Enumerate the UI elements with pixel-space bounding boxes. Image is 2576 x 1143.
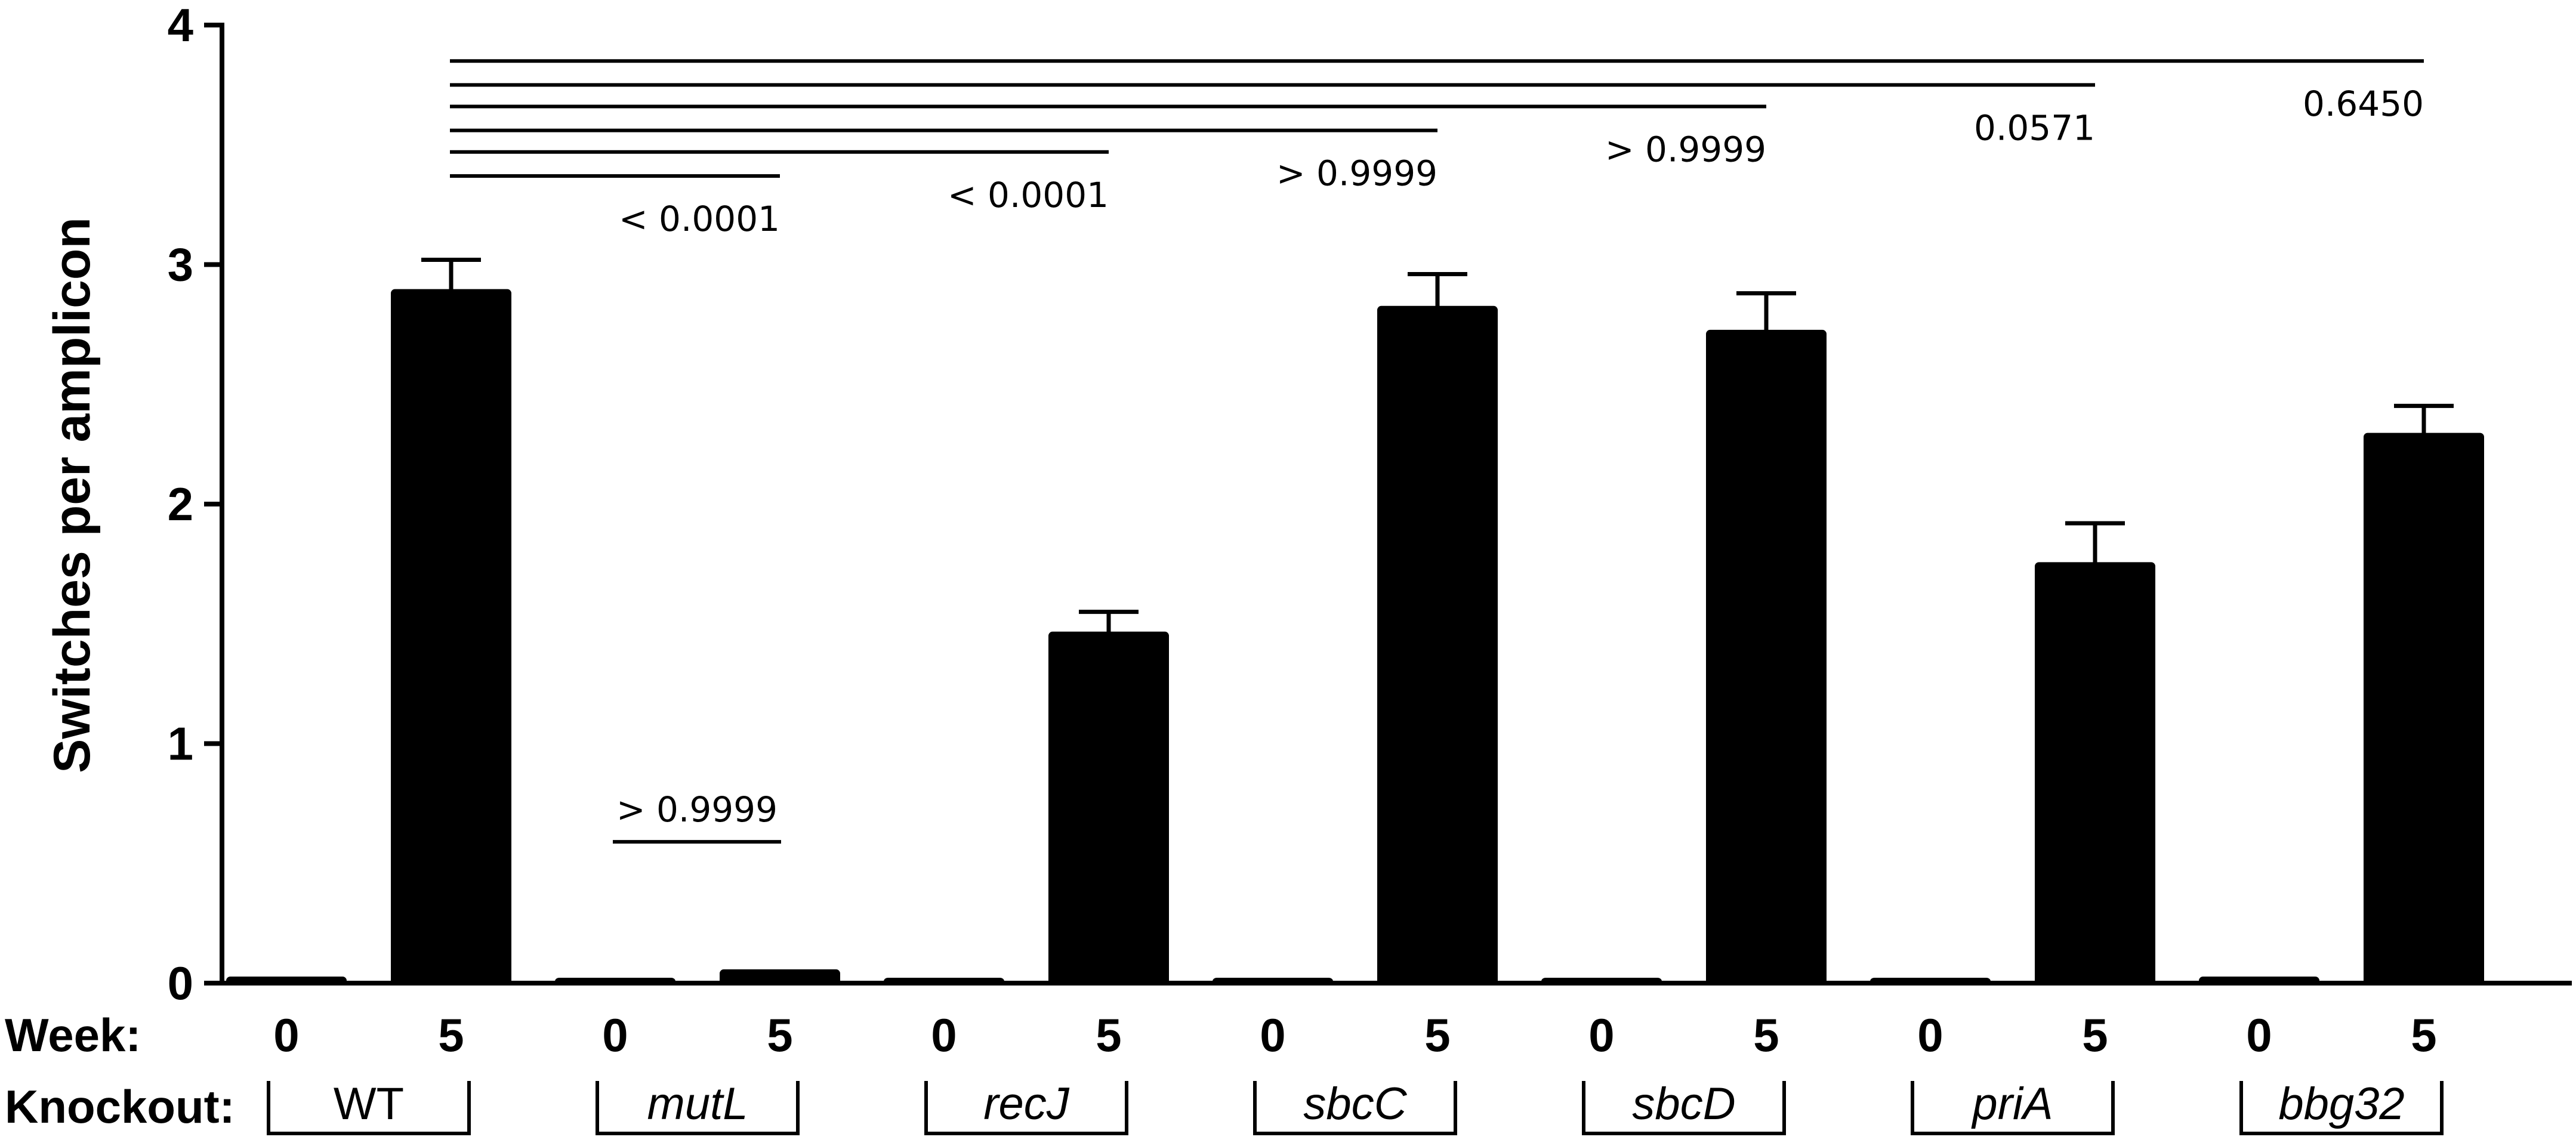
bar [1048, 631, 1169, 986]
knockout-row-label: Knockout: [5, 1080, 235, 1133]
week-tick-label: 5 [2082, 1009, 2108, 1061]
p-value-label: 0.6450 [2303, 84, 2424, 124]
y-tick-label: 2 [168, 478, 193, 530]
y-tick-label: 4 [168, 0, 193, 51]
group-bracket [1582, 1081, 1786, 1135]
bar [2364, 433, 2484, 985]
knockout-label: WT [334, 1079, 404, 1129]
week-row-label: Week: [5, 1009, 141, 1061]
knockout-label: sbcD [1632, 1079, 1735, 1129]
knockout-label: mutL [647, 1079, 748, 1129]
bar [1706, 329, 1827, 985]
week-tick-label: 5 [438, 1009, 464, 1061]
knockout-label: bbg32 [2278, 1079, 2404, 1129]
p-value-label: > 0.9999 [1605, 129, 1766, 170]
y-tick-label: 3 [168, 239, 193, 291]
p-value-label: < 0.0001 [619, 199, 780, 239]
knockout-label: priA [1971, 1079, 2053, 1129]
bar [2035, 562, 2155, 985]
group-bracket [596, 1081, 800, 1135]
y-axis-label: Switches per amplicon [44, 217, 101, 773]
knockout-label: sbcC [1303, 1079, 1407, 1129]
group-bracket [267, 1081, 471, 1135]
bar [555, 978, 675, 985]
week-tick-label: 0 [273, 1009, 299, 1061]
week-tick-label: 5 [767, 1009, 792, 1061]
p-value-label: > 0.9999 [616, 789, 778, 830]
bar [1377, 305, 1498, 985]
week-tick-label: 0 [602, 1009, 628, 1061]
week-tick-label: 5 [1096, 1009, 1121, 1061]
group-bracket [2239, 1081, 2444, 1135]
week-tick-label: 0 [2246, 1009, 2272, 1061]
week-tick-label: 0 [1917, 1009, 1943, 1061]
group-bracket [1253, 1081, 1457, 1135]
group-bracket [924, 1081, 1128, 1135]
bar [1870, 978, 1991, 985]
bar [226, 976, 347, 985]
week-tick-label: 0 [1260, 1009, 1285, 1061]
bar [2199, 976, 2319, 985]
week-tick-label: 0 [1588, 1009, 1614, 1061]
y-tick-label: 0 [168, 957, 193, 1009]
bar [1213, 978, 1333, 985]
week-tick-label: 5 [1753, 1009, 1779, 1061]
p-value-label: 0.0571 [1974, 107, 2095, 148]
bar [884, 978, 1004, 985]
bar [720, 969, 840, 986]
week-tick-label: 5 [2411, 1009, 2436, 1061]
bar [1541, 978, 1662, 985]
knockout-label: recJ [983, 1079, 1070, 1129]
y-tick-label: 1 [168, 718, 193, 770]
bar [391, 289, 511, 985]
group-bracket [1911, 1081, 2115, 1135]
p-value-label: < 0.0001 [948, 175, 1109, 215]
week-tick-label: 0 [931, 1009, 957, 1061]
week-tick-label: 5 [1424, 1009, 1450, 1061]
p-value-label: > 0.9999 [1276, 153, 1437, 194]
